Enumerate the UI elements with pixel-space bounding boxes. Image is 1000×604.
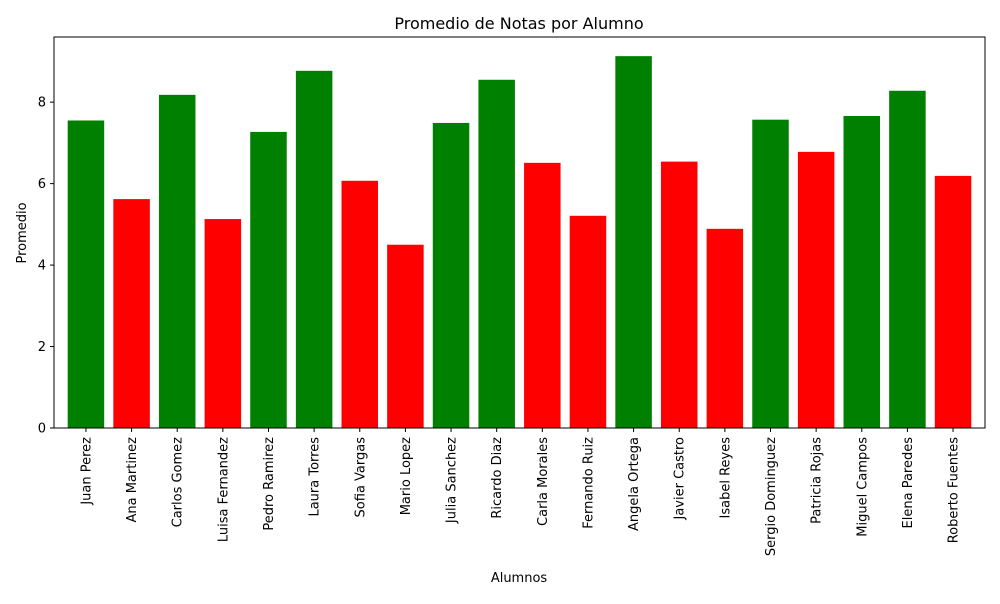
x-tick-label: Angela Ortega [627, 437, 642, 531]
y-axis: 0 2 4 6 8 [38, 96, 54, 437]
bar-julia-sanchez [432, 122, 470, 428]
bar-mario-lopez [387, 244, 424, 428]
x-tick-label: Mario Lopez [399, 437, 414, 515]
x-tick-label: Sergio Dominguez [764, 437, 779, 556]
x-tick-label: Elena Paredes [901, 437, 916, 529]
x-tick-label: Patricia Rojas [810, 437, 825, 524]
bar-carla-morales [524, 162, 561, 428]
x-axis: Juan Perez Ana Martinez Carlos Gomez Luisa … [79, 428, 962, 556]
y-tick-label: 2 [38, 340, 46, 355]
bar-javier-castro [660, 161, 698, 428]
y-tick-label: 6 [38, 177, 46, 192]
x-tick-label: Miguel Campos [855, 437, 870, 537]
x-tick-label: Juan Perez [79, 437, 94, 506]
bar-pedro-ramirez [250, 131, 287, 428]
x-tick-label: Carlos Gomez [171, 437, 186, 528]
bar-roberto-fuentes [934, 175, 972, 428]
x-tick-label: Pedro Ramirez [262, 437, 277, 531]
bar-angela-ortega [615, 56, 652, 428]
bar-miguel-campos [843, 116, 881, 428]
x-tick-label: Luisa Fernandez [216, 437, 231, 542]
bar-luisa-fernandez [204, 219, 242, 428]
bar-ricardo-diaz [478, 79, 515, 429]
x-tick-label: Isabel Reyes [718, 437, 733, 519]
y-axis-label: Promedio [15, 202, 30, 263]
x-tick-label: Carla Morales [536, 437, 551, 526]
y-tick-label: 0 [38, 422, 46, 437]
y-tick-label: 4 [38, 259, 46, 274]
x-tick-label: Ana Martinez [125, 437, 140, 523]
x-tick-label: Fernando Ruiz [581, 437, 596, 529]
x-tick-label: Ricardo Diaz [490, 437, 505, 519]
x-tick-label: Laura Torres [308, 437, 323, 517]
y-tick-label: 8 [38, 96, 46, 111]
chart-title: Promedio de Notas por Alumno [394, 14, 643, 33]
bar-elena-paredes [889, 90, 926, 428]
bar-ana-martinez [113, 199, 150, 428]
x-axis-label: Alumnos [491, 571, 548, 586]
plot-frame [53, 36, 986, 429]
bar-carlos-gomez [158, 94, 196, 428]
bar-patricia-rojas [797, 151, 835, 429]
bar-fernando-ruiz [569, 215, 607, 428]
bar-sofia-vargas [341, 180, 379, 428]
x-tick-label: Julia Sanchez [445, 437, 460, 524]
x-tick-label: Roberto Fuentes [947, 437, 962, 544]
x-tick-label: Javier Castro [673, 437, 688, 521]
x-tick-label: Sofia Vargas [353, 437, 368, 518]
bar-sergio-dominguez [752, 119, 789, 429]
bar-isabel-reyes [706, 228, 744, 428]
bar-juan-perez [67, 120, 105, 429]
bar-laura-torres [295, 70, 333, 428]
bars-group [67, 56, 972, 429]
